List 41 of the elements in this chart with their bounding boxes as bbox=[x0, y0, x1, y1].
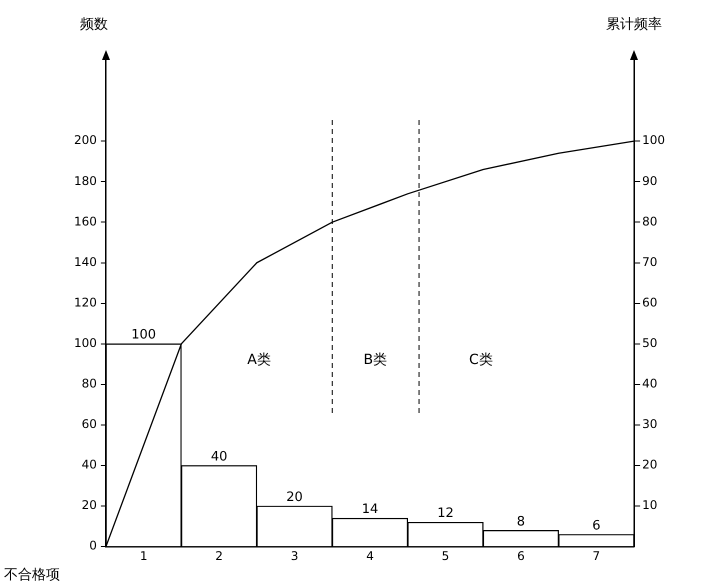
data-label: 20 bbox=[286, 490, 303, 505]
annotation: A类 bbox=[247, 352, 271, 368]
x-tick-label: 1 bbox=[140, 548, 148, 563]
y-axis-title: 频数 bbox=[80, 16, 108, 33]
data-label: 14 bbox=[362, 502, 378, 518]
y-tick-label: 120 bbox=[74, 295, 97, 310]
y2-tick-label: 50 bbox=[642, 336, 658, 350]
y2-tick-label: 30 bbox=[642, 417, 658, 432]
x-tick-label: 6 bbox=[517, 548, 525, 563]
data-label: 100 bbox=[131, 328, 156, 343]
y-tick-label: 160 bbox=[74, 214, 97, 228]
y-tick-label: 100 bbox=[74, 336, 97, 350]
annotation: B类 bbox=[363, 352, 388, 368]
y-tick-label: 60 bbox=[82, 417, 97, 432]
y-tick-label: 40 bbox=[82, 458, 97, 472]
x-tick-label: 5 bbox=[442, 548, 450, 563]
y2-tick-label: 70 bbox=[642, 254, 658, 269]
y-tick-label: 200 bbox=[74, 133, 97, 148]
y2-tick-label: 20 bbox=[642, 458, 658, 472]
x-tick-label: 4 bbox=[366, 548, 374, 563]
x-tick-label: 2 bbox=[215, 548, 223, 563]
x-tick-label: 7 bbox=[592, 548, 600, 563]
x-axis-title: 不合格项 bbox=[4, 567, 60, 584]
y-tick-label: 180 bbox=[74, 174, 97, 188]
data-label: 6 bbox=[592, 518, 601, 534]
data-label: 40 bbox=[210, 449, 228, 464]
data-label: 8 bbox=[516, 514, 526, 530]
y-tick-label: 140 bbox=[74, 254, 97, 269]
x-tick-label: 3 bbox=[290, 548, 298, 563]
annotation: C类 bbox=[469, 352, 493, 368]
data-label: 12 bbox=[437, 506, 454, 522]
y2-tick-label: 60 bbox=[642, 295, 658, 310]
y-tick-label: 20 bbox=[82, 498, 97, 512]
y2-tick-label: 80 bbox=[642, 214, 658, 228]
y2-tick-label: 90 bbox=[642, 174, 658, 188]
y2-tick-label: 100 bbox=[642, 133, 665, 148]
y2-tick-label: 40 bbox=[642, 376, 658, 391]
y-tick-label: 80 bbox=[82, 376, 97, 391]
y2-tick-label: 10 bbox=[642, 498, 658, 512]
y2-axis-title: 累计频率 bbox=[606, 16, 662, 33]
y-tick-label: 0 bbox=[89, 538, 97, 553]
